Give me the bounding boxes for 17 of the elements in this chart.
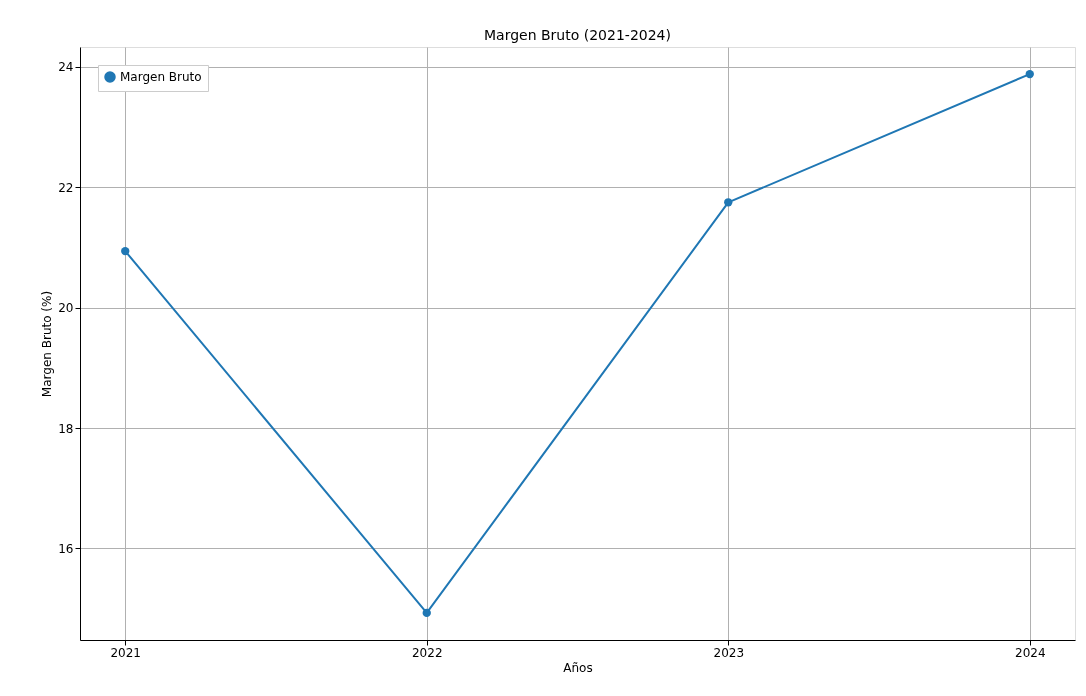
x-axis-title: Años xyxy=(563,660,593,675)
chart-title: Margen Bruto (2021-2024) xyxy=(484,27,671,43)
y-tick-label: 22 xyxy=(58,180,74,195)
x-tick-label: 2022 xyxy=(411,645,443,660)
point xyxy=(422,608,431,618)
y-tick-label: 20 xyxy=(58,301,74,316)
point xyxy=(1025,69,1034,79)
y-tick-label: 24 xyxy=(58,60,74,75)
y-tick-label: 16 xyxy=(58,541,74,556)
legend-label: Margen Bruto xyxy=(120,70,202,84)
x-tick-label: 2023 xyxy=(713,645,745,660)
point xyxy=(121,246,130,256)
y-tick-label: 18 xyxy=(58,421,74,436)
x-tick-label: 2024 xyxy=(1015,645,1046,660)
x-tick-label: 2021 xyxy=(110,645,141,660)
y-axis-title: Margen Bruto (%) xyxy=(40,290,55,398)
point xyxy=(724,198,733,207)
